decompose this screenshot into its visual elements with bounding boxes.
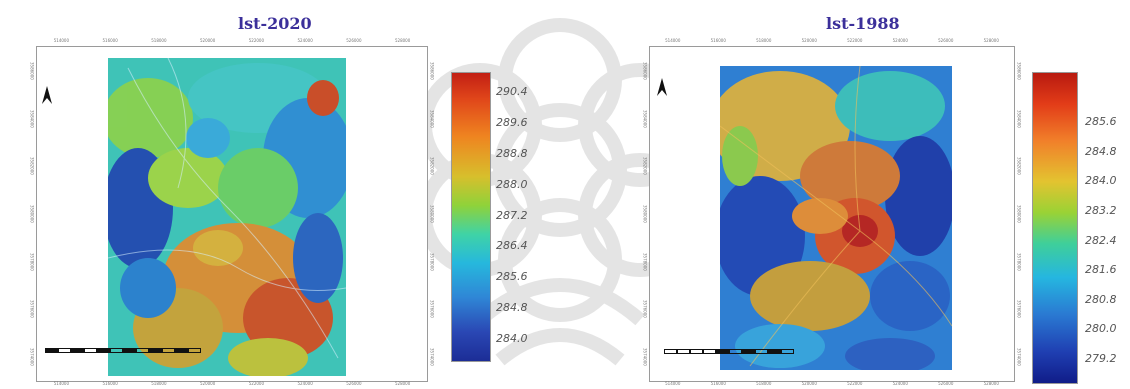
tick-label: 3580000 (1016, 205, 1022, 223)
color-ramp-legend-2020 (451, 72, 491, 362)
legend-labels-1988: 285.6 284.8 284.0 283.2 282.4 281.6 280.… (1085, 115, 1117, 365)
tick-label: 514000 (665, 38, 681, 43)
tick-label: 3576000 (29, 300, 35, 319)
tick-label: 520000 (801, 38, 817, 43)
tick-label: 528000 (394, 381, 411, 386)
coordinate-ticks-right: 3586000 3584000 3582000 3580000 3578000 … (1015, 47, 1023, 381)
color-ramp-legend-1988 (1032, 72, 1078, 384)
legend-value: 286.4 (496, 239, 528, 253)
coordinate-ticks-left: 3586000 3584000 3582000 3580000 3578000 … (641, 47, 649, 381)
tick-label: 524000 (892, 381, 908, 386)
tick-label: 520000 (801, 381, 817, 386)
tick-label: 3586000 (429, 61, 435, 80)
tick-label: 3584000 (29, 109, 35, 128)
tick-label: 3576000 (642, 300, 648, 319)
tick-label: 524000 (892, 38, 908, 43)
legend-value: 287.2 (496, 208, 528, 222)
tick-label: 3582000 (29, 157, 35, 176)
tick-label: 518000 (756, 38, 772, 43)
coordinate-ticks-bottom: 514000 516000 518000 520000 522000 52400… (37, 381, 427, 389)
legend-value: 285.6 (1085, 115, 1117, 128)
tick-label: 3574000 (429, 348, 435, 366)
tick-label: 514000 (53, 381, 70, 386)
legend-value: 280.8 (1085, 292, 1117, 306)
legend-value: 280.0 (1085, 322, 1117, 336)
coordinate-ticks-top: 514000 516000 518000 520000 522000 52400… (650, 38, 1014, 48)
scale-bar (664, 349, 794, 354)
tick-label: 3582000 (1016, 157, 1022, 176)
tick-label: 3578000 (642, 252, 648, 271)
legend-value: 282.4 (1085, 233, 1117, 247)
north-arrow-icon (657, 78, 667, 96)
coordinate-ticks-bottom: 514000 516000 518000 520000 522000 52400… (650, 381, 1014, 389)
tick-label: 3578000 (1016, 252, 1022, 271)
tick-label: 3586000 (1016, 61, 1022, 80)
tick-label: 522000 (248, 381, 265, 386)
tick-label: 3578000 (429, 252, 435, 271)
tick-label: 526000 (346, 381, 362, 386)
tick-label: 514000 (53, 38, 70, 43)
tick-label: 3584000 (1016, 109, 1022, 128)
tick-label: 520000 (199, 381, 216, 386)
tick-label: 522000 (847, 381, 863, 386)
tick-label: 3580000 (429, 205, 435, 223)
north-arrow-icon (42, 86, 52, 104)
tick-label: 3576000 (429, 300, 435, 319)
tick-label: 524000 (297, 381, 313, 386)
tick-label: 3574000 (29, 348, 35, 366)
map-title-2020: lst-2020 (238, 14, 312, 33)
tick-label: 518000 (756, 381, 772, 386)
tick-label: 522000 (847, 38, 863, 43)
lst-raster-2020 (108, 58, 346, 376)
tick-label: 516000 (710, 38, 726, 43)
tick-label: 526000 (938, 381, 954, 386)
legend-value: 290.4 (496, 85, 528, 98)
legend-value: 284.0 (1085, 174, 1117, 188)
tick-label: 3580000 (29, 205, 35, 223)
tick-label: 524000 (297, 38, 313, 43)
coordinate-ticks-top: 514000 516000 518000 520000 522000 52400… (37, 38, 427, 48)
tick-label: 3584000 (429, 109, 435, 128)
legend-value: 284.8 (496, 301, 528, 315)
tick-label: 516000 (710, 381, 726, 386)
tick-label: 3574000 (642, 348, 648, 366)
tick-label: 518000 (151, 38, 167, 43)
tick-label: 3586000 (29, 61, 35, 80)
legend-value: 289.6 (496, 115, 528, 129)
tick-label: 3578000 (29, 252, 35, 271)
legend-value: 284.0 (496, 332, 528, 345)
coordinate-ticks-left: 3586000 3584000 3582000 3580000 3578000 … (28, 47, 36, 381)
legend-value: 288.0 (496, 177, 528, 191)
tick-label: 3574000 (1016, 348, 1022, 366)
tick-label: 514000 (665, 381, 681, 386)
tick-label: 526000 (938, 38, 954, 43)
map-title-1988: lst-1988 (826, 14, 900, 33)
tick-label: 3580000 (642, 205, 648, 223)
tick-label: 528000 (394, 38, 411, 43)
tick-label: 3582000 (429, 157, 435, 176)
tick-label: 3584000 (642, 109, 648, 128)
tick-label: 528000 (983, 381, 999, 386)
legend-value: 283.2 (1085, 203, 1117, 217)
tick-label: 526000 (346, 38, 362, 43)
tick-label: 3582000 (642, 157, 648, 176)
tick-label: 522000 (248, 38, 265, 43)
legend-labels-2020: 290.4 289.6 288.8 288.0 287.2 286.4 285.… (496, 85, 528, 345)
tick-label: 3576000 (1016, 300, 1022, 319)
tick-label: 3586000 (642, 61, 648, 80)
tick-label: 520000 (199, 38, 216, 43)
tick-label: 516000 (102, 38, 118, 43)
tick-label: 528000 (983, 38, 999, 43)
legend-value: 285.6 (496, 270, 528, 284)
legend-value: 284.8 (1085, 144, 1117, 158)
legend-value: 279.2 (1085, 352, 1117, 365)
tick-label: 518000 (151, 381, 167, 386)
coordinate-ticks-right: 3586000 3584000 3582000 3580000 3578000 … (428, 47, 436, 381)
scale-bar (45, 348, 201, 353)
legend-value: 281.6 (1085, 263, 1117, 277)
legend-value: 288.8 (496, 146, 528, 160)
lst-raster-1988 (720, 66, 952, 370)
tick-label: 516000 (102, 381, 118, 386)
